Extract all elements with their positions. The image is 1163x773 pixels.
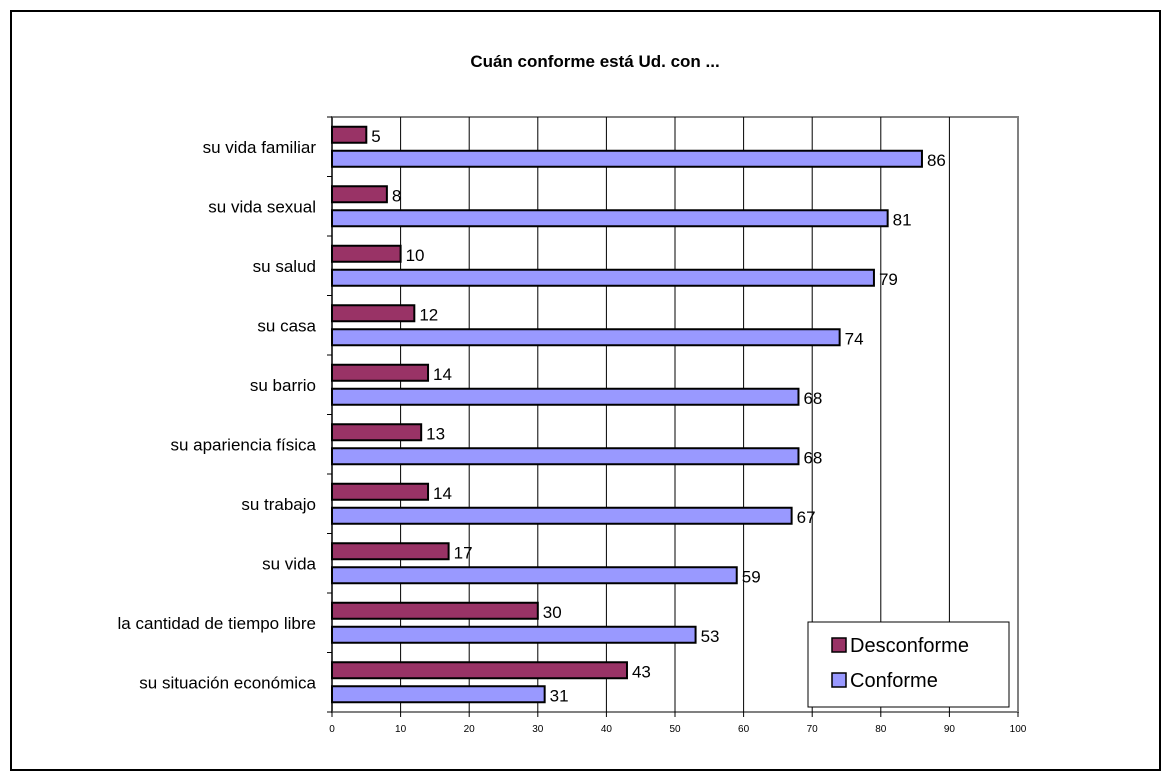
legend-label: Conforme	[850, 670, 938, 692]
bar-conforme	[331, 268, 875, 287]
x-tick-label: 0	[329, 724, 335, 735]
category-label: su vida	[262, 554, 316, 573]
legend-label: Desconforme	[850, 635, 969, 657]
category-label: su vida sexual	[208, 197, 316, 216]
bar-desconforme	[331, 363, 430, 382]
data-label: 14	[433, 365, 452, 384]
bar-desconforme	[331, 542, 450, 561]
x-tick-label: 100	[1010, 724, 1027, 735]
category-label: la cantidad de tiempo libre	[118, 614, 316, 633]
x-tick-label: 50	[669, 724, 681, 735]
bar-conforme	[331, 506, 793, 525]
data-label: 53	[701, 627, 720, 646]
category-label: su casa	[257, 316, 316, 335]
data-label: 68	[803, 389, 822, 408]
category-label: su situación económica	[139, 673, 316, 692]
x-tick-label: 70	[807, 724, 819, 735]
data-label: 43	[632, 662, 651, 681]
legend: Desconforme Conforme	[807, 621, 1010, 708]
data-label: 13	[426, 424, 445, 443]
legend-box	[807, 621, 1010, 708]
data-label: 8	[392, 186, 401, 205]
category-label: su trabajo	[241, 495, 316, 514]
x-tick-label: 20	[464, 724, 476, 735]
category-label: su vida familiar	[203, 138, 317, 157]
x-tick-label: 30	[532, 724, 544, 735]
bar-desconforme	[331, 244, 402, 263]
bar-conforme	[331, 149, 923, 168]
legend-swatch	[831, 637, 847, 653]
x-tick-label: 90	[944, 724, 956, 735]
data-label: 10	[406, 246, 425, 265]
x-tick-label: 40	[601, 724, 613, 735]
data-label: 81	[893, 210, 912, 229]
plot-area: 0 10 20 30 40 50 60 70 80 90 100 su vida familiar 5 8…	[118, 116, 1027, 735]
data-label: 86	[927, 151, 946, 170]
x-tick-label: 60	[738, 724, 750, 735]
chart-title: Cuán conforme está Ud. con ...	[470, 52, 719, 71]
data-label: 59	[742, 567, 761, 586]
x-tick-label: 80	[875, 724, 887, 735]
bar-conforme	[331, 625, 697, 644]
bar-conforme	[331, 447, 800, 466]
category-label: su salud	[253, 257, 316, 276]
bar-desconforme	[331, 482, 430, 501]
bar-desconforme	[331, 185, 388, 204]
bar-conforme	[331, 566, 738, 585]
bar-conforme	[331, 387, 800, 406]
data-label: 79	[879, 270, 898, 289]
bar-conforme	[331, 685, 546, 704]
data-label: 14	[433, 484, 452, 503]
x-tick-label: 10	[395, 724, 407, 735]
bar-desconforme	[331, 304, 416, 323]
bar-desconforme	[331, 423, 423, 442]
data-label: 68	[803, 448, 822, 467]
data-label: 67	[797, 508, 816, 527]
data-label: 17	[454, 543, 473, 562]
bar-desconforme	[331, 601, 539, 620]
bar-desconforme	[331, 125, 368, 144]
legend-swatch	[831, 672, 847, 688]
data-label: 30	[543, 603, 562, 622]
data-label: 74	[845, 329, 864, 348]
category-label: su apariencia física	[170, 435, 316, 454]
category-label: su barrio	[250, 376, 316, 395]
data-label: 31	[550, 686, 569, 705]
data-label: 5	[371, 127, 380, 146]
bar-conforme	[331, 209, 889, 228]
data-label: 12	[419, 305, 438, 324]
bar-conforme	[331, 328, 841, 347]
bar-desconforme	[331, 661, 628, 680]
